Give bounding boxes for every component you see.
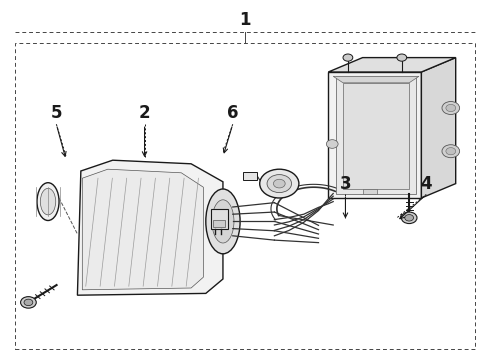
Circle shape	[267, 175, 292, 193]
Ellipse shape	[40, 188, 56, 215]
Ellipse shape	[206, 189, 240, 254]
Circle shape	[343, 54, 353, 61]
Bar	[211, 209, 228, 229]
Text: 4: 4	[420, 175, 432, 193]
Ellipse shape	[212, 200, 234, 243]
Polygon shape	[82, 169, 203, 290]
Circle shape	[446, 104, 456, 112]
Circle shape	[273, 179, 285, 188]
Bar	[363, 189, 377, 194]
Text: 2: 2	[139, 104, 150, 122]
Bar	[213, 220, 225, 227]
Polygon shape	[328, 58, 456, 72]
Text: 3: 3	[340, 175, 351, 193]
Bar	[243, 172, 257, 180]
Polygon shape	[343, 83, 409, 189]
Ellipse shape	[37, 183, 59, 220]
Circle shape	[446, 148, 456, 155]
Circle shape	[442, 102, 460, 114]
Circle shape	[24, 299, 33, 306]
Circle shape	[442, 145, 460, 158]
Polygon shape	[336, 76, 416, 194]
Bar	[15, 43, 475, 349]
Circle shape	[260, 169, 299, 198]
Polygon shape	[421, 58, 456, 198]
Circle shape	[401, 212, 417, 224]
Text: 5: 5	[50, 104, 62, 122]
Text: 1: 1	[239, 11, 251, 29]
Polygon shape	[333, 76, 419, 83]
Circle shape	[326, 140, 338, 148]
Circle shape	[405, 215, 414, 221]
Text: 6: 6	[227, 104, 239, 122]
Circle shape	[397, 54, 407, 61]
Circle shape	[21, 297, 36, 308]
Polygon shape	[328, 72, 421, 198]
Polygon shape	[77, 160, 223, 295]
